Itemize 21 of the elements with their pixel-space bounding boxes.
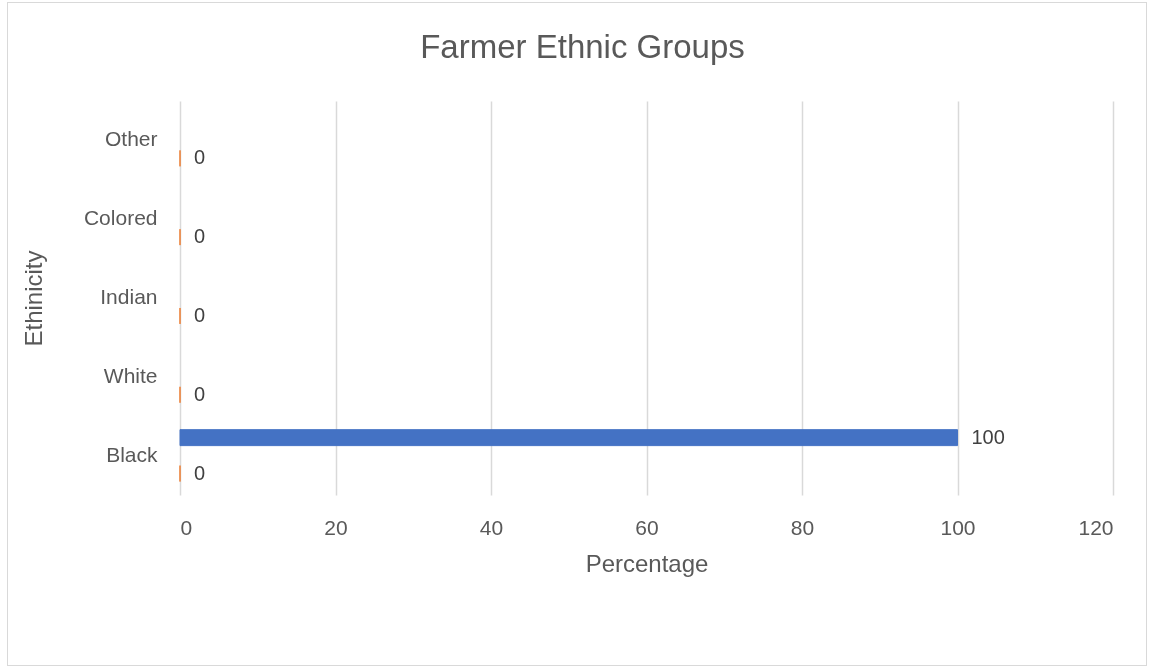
- y-tick-label: Other: [104, 127, 158, 151]
- x-tick-label: 100: [940, 515, 976, 539]
- y-axis-title: Ethinicity: [19, 250, 47, 347]
- data-label: 100: [971, 425, 1005, 448]
- x-tick-label: 40: [479, 515, 504, 539]
- x-tick-label: 60: [635, 515, 659, 539]
- y-tick-label: White: [103, 363, 158, 387]
- x-axis-title: Percentage: [585, 549, 709, 577]
- x-tick-label: 0: [180, 515, 193, 539]
- y-tick-label: Indian: [100, 285, 158, 308]
- data-label: 0: [194, 461, 206, 484]
- x-tick-label: 20: [324, 515, 348, 539]
- data-label: 0: [194, 225, 206, 248]
- data-label: 0: [194, 303, 206, 326]
- data-label: 0: [194, 146, 206, 169]
- x-tick-label: 80: [790, 515, 815, 539]
- chart-title: Farmer Ethnic Groups: [420, 28, 745, 65]
- y-tick-label: Black: [106, 442, 158, 466]
- y-tick-label: Colored: [83, 206, 158, 230]
- data-label: 0: [194, 382, 206, 405]
- x-tick-label: 120: [1078, 515, 1114, 539]
